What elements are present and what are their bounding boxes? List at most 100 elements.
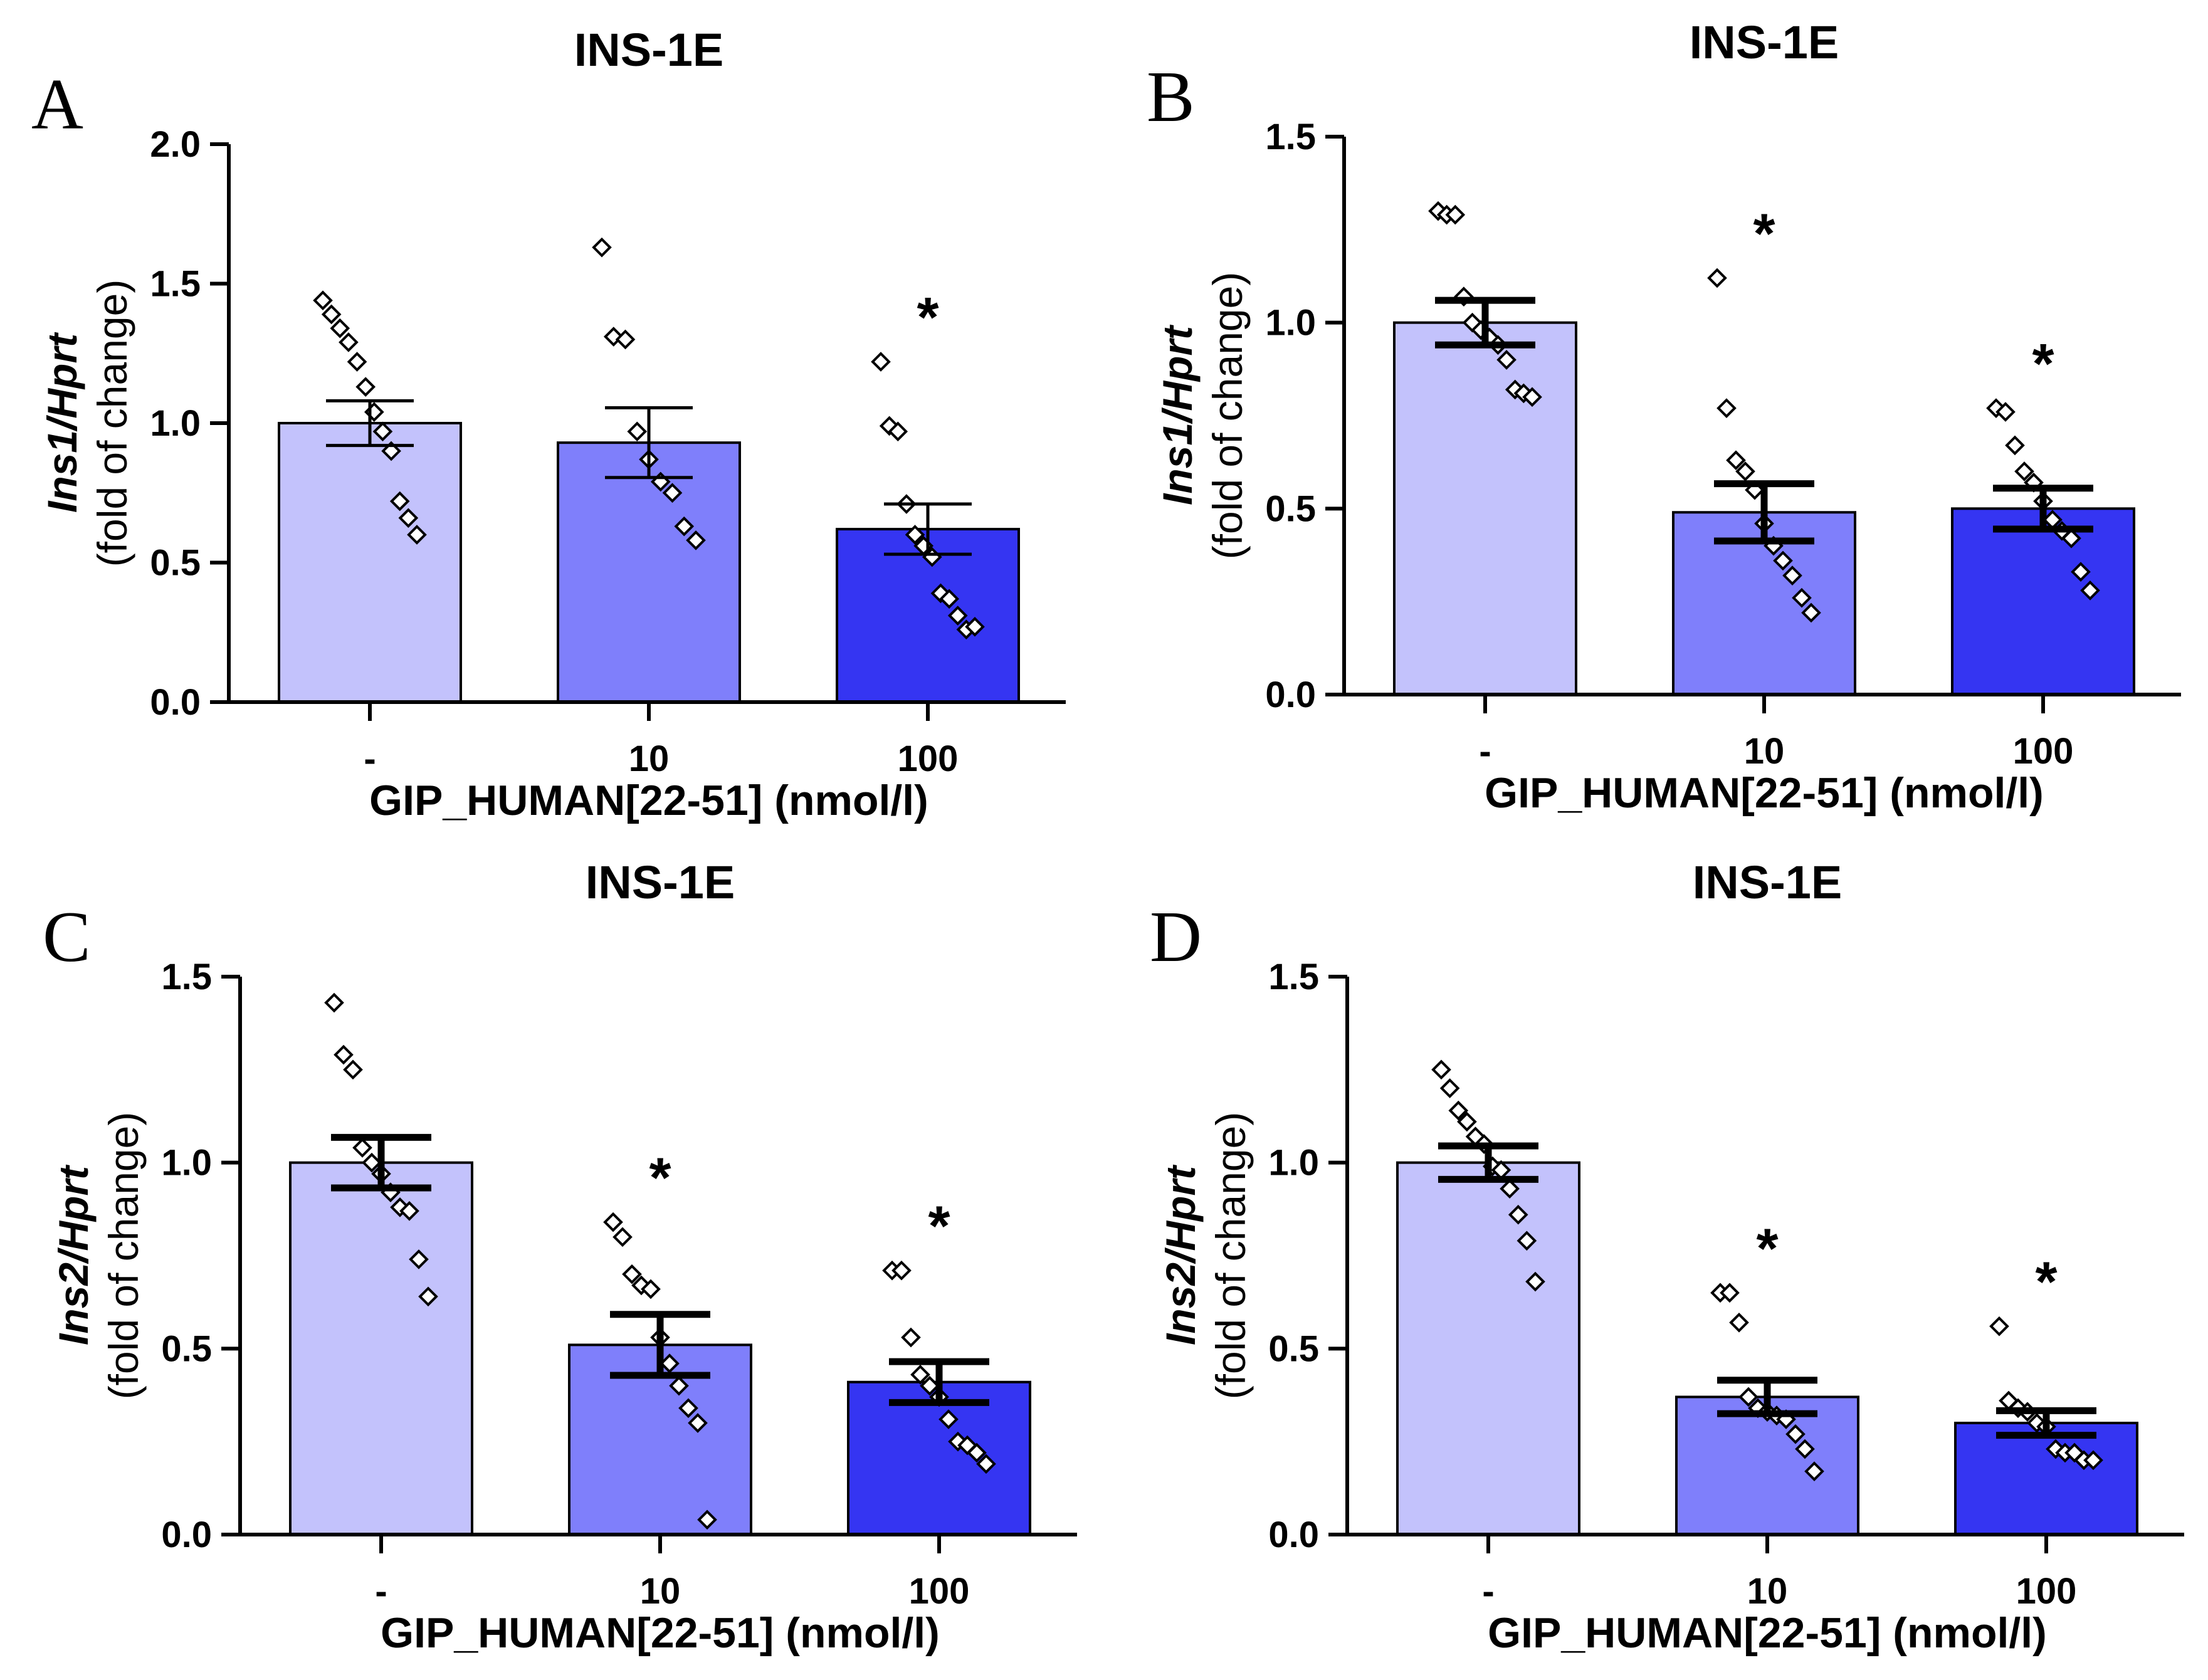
data-point [409,1249,429,1269]
data-point [1795,1439,1815,1459]
data-point [2071,562,2091,582]
x-tick-label: - [375,1571,387,1612]
y-tick-label: 1.0 [161,1143,212,1184]
panel-letter: D [1150,897,1202,977]
data-point [1792,587,1812,608]
y-tick-label: 1.0 [1268,1143,1319,1184]
data-point [879,416,900,436]
y-tick-label: 0.5 [161,1328,212,1369]
y-tick-label: 0.5 [150,543,201,584]
y-tick-label: 0.5 [1265,488,1316,529]
x-tick-label: 100 [898,738,959,779]
data-point [641,1279,661,1299]
data-point [407,525,427,545]
data-point [686,530,706,550]
x-tick-label: - [364,738,376,779]
data-point [674,516,695,537]
data-point [947,606,968,626]
data-point [343,1059,363,1080]
data-point [1445,204,1466,225]
data-point [399,1200,419,1221]
data-point [390,1197,410,1217]
data-point [334,1044,354,1065]
data-point [1508,1204,1528,1225]
data-point [1735,461,1755,481]
data-point [976,1454,996,1474]
data-point [2080,580,2100,601]
data-point [324,992,344,1013]
data-point [1707,268,1727,288]
x-tick-label: 10 [1744,731,1785,772]
data-point [418,1286,438,1307]
y-axis-title: Ins2/Hprt [50,1164,97,1345]
y-axis-title: Ins1/Hprt [1154,324,1201,505]
panel-letter: A [31,65,83,144]
data-point [355,377,376,397]
significance-star: * [1753,202,1775,265]
significance-star: * [917,286,938,349]
chart-title: INS-1E [574,24,724,76]
data-point [330,318,350,339]
x-tick-label: 10 [629,738,670,779]
data-point [920,1375,940,1396]
x-axis-title: GIP_HUMAN[22-51] (nmol/l) [381,1609,940,1657]
y-tick-label: 1.5 [150,264,201,305]
x-tick-label: 100 [909,1571,970,1612]
x-tick-label: 100 [2016,1571,2077,1612]
data-point [1439,1078,1460,1098]
panel-b: B INS-1E * * 0.0 0.5 1.0 1.5 - 10 100GIP_HUMAN[22-… [1147,16,2181,817]
y-tick-label: 1.0 [150,403,201,444]
x-tick-label: 10 [1747,1571,1788,1612]
data-point [372,421,393,442]
y-axis-title: Ins1/Hprt [39,332,85,513]
data-point [938,1409,959,1429]
y-axis-title: Ins2/Hprt [1157,1164,1204,1345]
data-point [1801,602,1821,623]
data-point [1726,450,1746,471]
y-tick-label: 0.5 [1268,1328,1319,1369]
data-point [905,525,925,545]
x-axis-title: GIP_HUMAN[22-51] (nmol/l) [369,777,928,824]
data-point [347,352,367,372]
data-point [1457,1111,1477,1132]
bar-2 [557,441,741,704]
data-point [1738,1387,1759,1407]
data-point [1496,350,1517,370]
x-tick-label: 10 [640,1571,681,1612]
data-point [662,483,683,503]
x-axis-title: GIP_HUMAN[22-51] (nmol/l) [1488,1609,2047,1657]
data-point [888,421,908,442]
data-point [697,1509,717,1530]
y-tick-label: 1.5 [1268,957,1319,997]
y-tick-label: 1.0 [1265,303,1316,344]
data-point [1525,1271,1545,1292]
data-point [660,1353,680,1373]
significance-star: * [928,1195,950,1258]
data-point [592,237,612,258]
data-point [901,1327,921,1348]
data-point [1804,1461,1824,1481]
data-point [1448,1100,1469,1121]
data-point [967,1442,987,1463]
data-point [1773,550,1793,571]
data-point [910,1365,930,1385]
data-point [678,1398,698,1419]
significance-star: * [2035,1251,2057,1314]
panel-letter: C [43,897,91,977]
data-point [948,1431,968,1452]
data-point [688,1413,708,1433]
y-axis-unit: (fold of change) [89,280,135,567]
data-point [1517,1231,1537,1251]
panel-letter: B [1147,57,1195,137]
data-point [321,304,342,325]
chart-title: INS-1E [586,856,735,908]
bar-1 [289,1161,473,1536]
data-point [1522,387,1542,407]
bar-1 [1396,1161,1580,1536]
y-axis-unit: (fold of change) [100,1112,147,1400]
bar-3 [1951,507,2135,696]
bar-1 [278,422,462,703]
data-point [622,1264,642,1284]
x-tick-label: - [1479,731,1491,772]
